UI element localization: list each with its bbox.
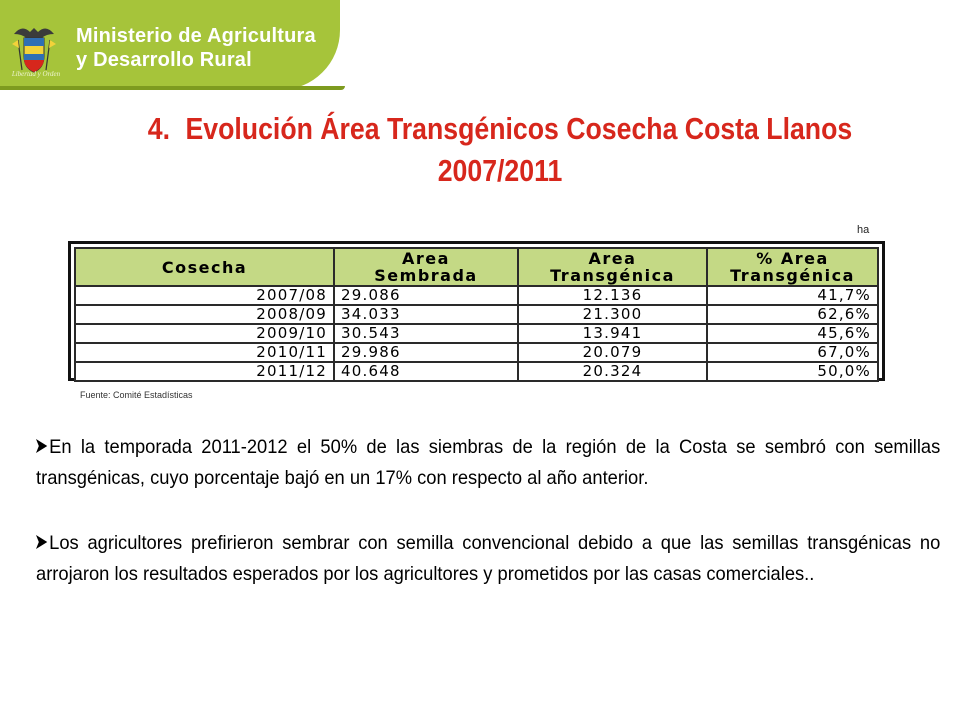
cell-pct: 67,0% xyxy=(706,342,879,363)
title-line1: 4. Evolución Área Transgénicos Cosecha Co… xyxy=(122,108,879,150)
table-row: 2007/08 29.086 12.136 41,7% xyxy=(74,285,879,306)
title-number: 4. xyxy=(147,111,171,146)
bullet-item: Los agricultores prefirieron sembrar con… xyxy=(36,528,940,590)
cell-area: 29.986 xyxy=(333,342,519,363)
header-banner: Libertad y Orden Ministerio de Agricultu… xyxy=(0,0,345,90)
title-line2: 2007/2011 xyxy=(437,153,563,188)
cell-transgenic: 12.136 xyxy=(517,285,708,306)
table-row: 2010/11 29.986 20.079 67,0% xyxy=(74,342,879,363)
table-row: 2009/10 30.543 13.941 45,6% xyxy=(74,323,879,344)
cell-season: 2011/12 xyxy=(74,361,335,382)
cell-pct: 50,0% xyxy=(706,361,879,382)
bullet-text: Los agricultores prefirieron sembrar con… xyxy=(36,532,941,585)
unit-label: ha xyxy=(857,224,870,236)
title-text: Evolución Área Transgénicos Cosecha Cost… xyxy=(185,111,853,146)
header-area-sown: Area Sembrada xyxy=(333,247,519,287)
bullet-text: En la temporada 2011-2012 el 50% de las … xyxy=(36,436,941,489)
cell-transgenic: 13.941 xyxy=(517,323,708,344)
cell-season: 2009/10 xyxy=(74,323,335,344)
cell-pct: 62,6% xyxy=(706,304,879,325)
cell-season: 2008/09 xyxy=(74,304,335,325)
cell-transgenic: 21.300 xyxy=(517,304,708,325)
table-header-row: Cosecha Area Sembrada Area Transgénica %… xyxy=(74,247,879,287)
cell-pct: 41,7% xyxy=(706,285,879,306)
source-note: Fuente: Comité Estadísticas xyxy=(80,390,193,400)
cell-area: 29.086 xyxy=(333,285,519,306)
coat-of-arms-icon xyxy=(12,28,56,73)
header-season: Cosecha xyxy=(74,247,335,287)
bullet-list: En la temporada 2011-2012 el 50% de las … xyxy=(36,432,940,590)
ministry-name: Ministerio de Agricultura y Desarrollo R… xyxy=(76,24,316,72)
data-table: Cosecha Area Sembrada Area Transgénica %… xyxy=(74,247,879,382)
data-table-frame: Cosecha Area Sembrada Area Transgénica %… xyxy=(68,241,885,382)
cell-transgenic: 20.079 xyxy=(517,342,708,363)
table-row: 2011/12 40.648 20.324 50,0% xyxy=(74,361,879,382)
cell-transgenic: 20.324 xyxy=(517,361,708,382)
slide-title: 4. Evolución Área Transgénicos Cosecha Co… xyxy=(122,108,879,192)
bullet-item: En la temporada 2011-2012 el 50% de las … xyxy=(36,432,940,494)
cell-season: 2007/08 xyxy=(74,285,335,306)
cell-area: 34.033 xyxy=(333,304,519,325)
ministry-name-line2: y Desarrollo Rural xyxy=(76,49,252,71)
cell-season: 2010/11 xyxy=(74,342,335,363)
ministry-name-line1: Ministerio de Agricultura xyxy=(76,25,316,47)
crest-motto: Libertad y Orden xyxy=(11,70,61,78)
header-area-transgenic: Area Transgénica xyxy=(517,247,708,287)
header-pct-transgenic: % Area Transgénica xyxy=(706,247,879,287)
arrow-bullet-icon xyxy=(36,528,48,559)
cell-pct: 45,6% xyxy=(706,323,879,344)
cell-area: 40.648 xyxy=(333,361,519,382)
arrow-bullet-icon xyxy=(36,432,48,463)
table-row: 2008/09 34.033 21.300 62,6% xyxy=(74,304,879,325)
cell-area: 30.543 xyxy=(333,323,519,344)
